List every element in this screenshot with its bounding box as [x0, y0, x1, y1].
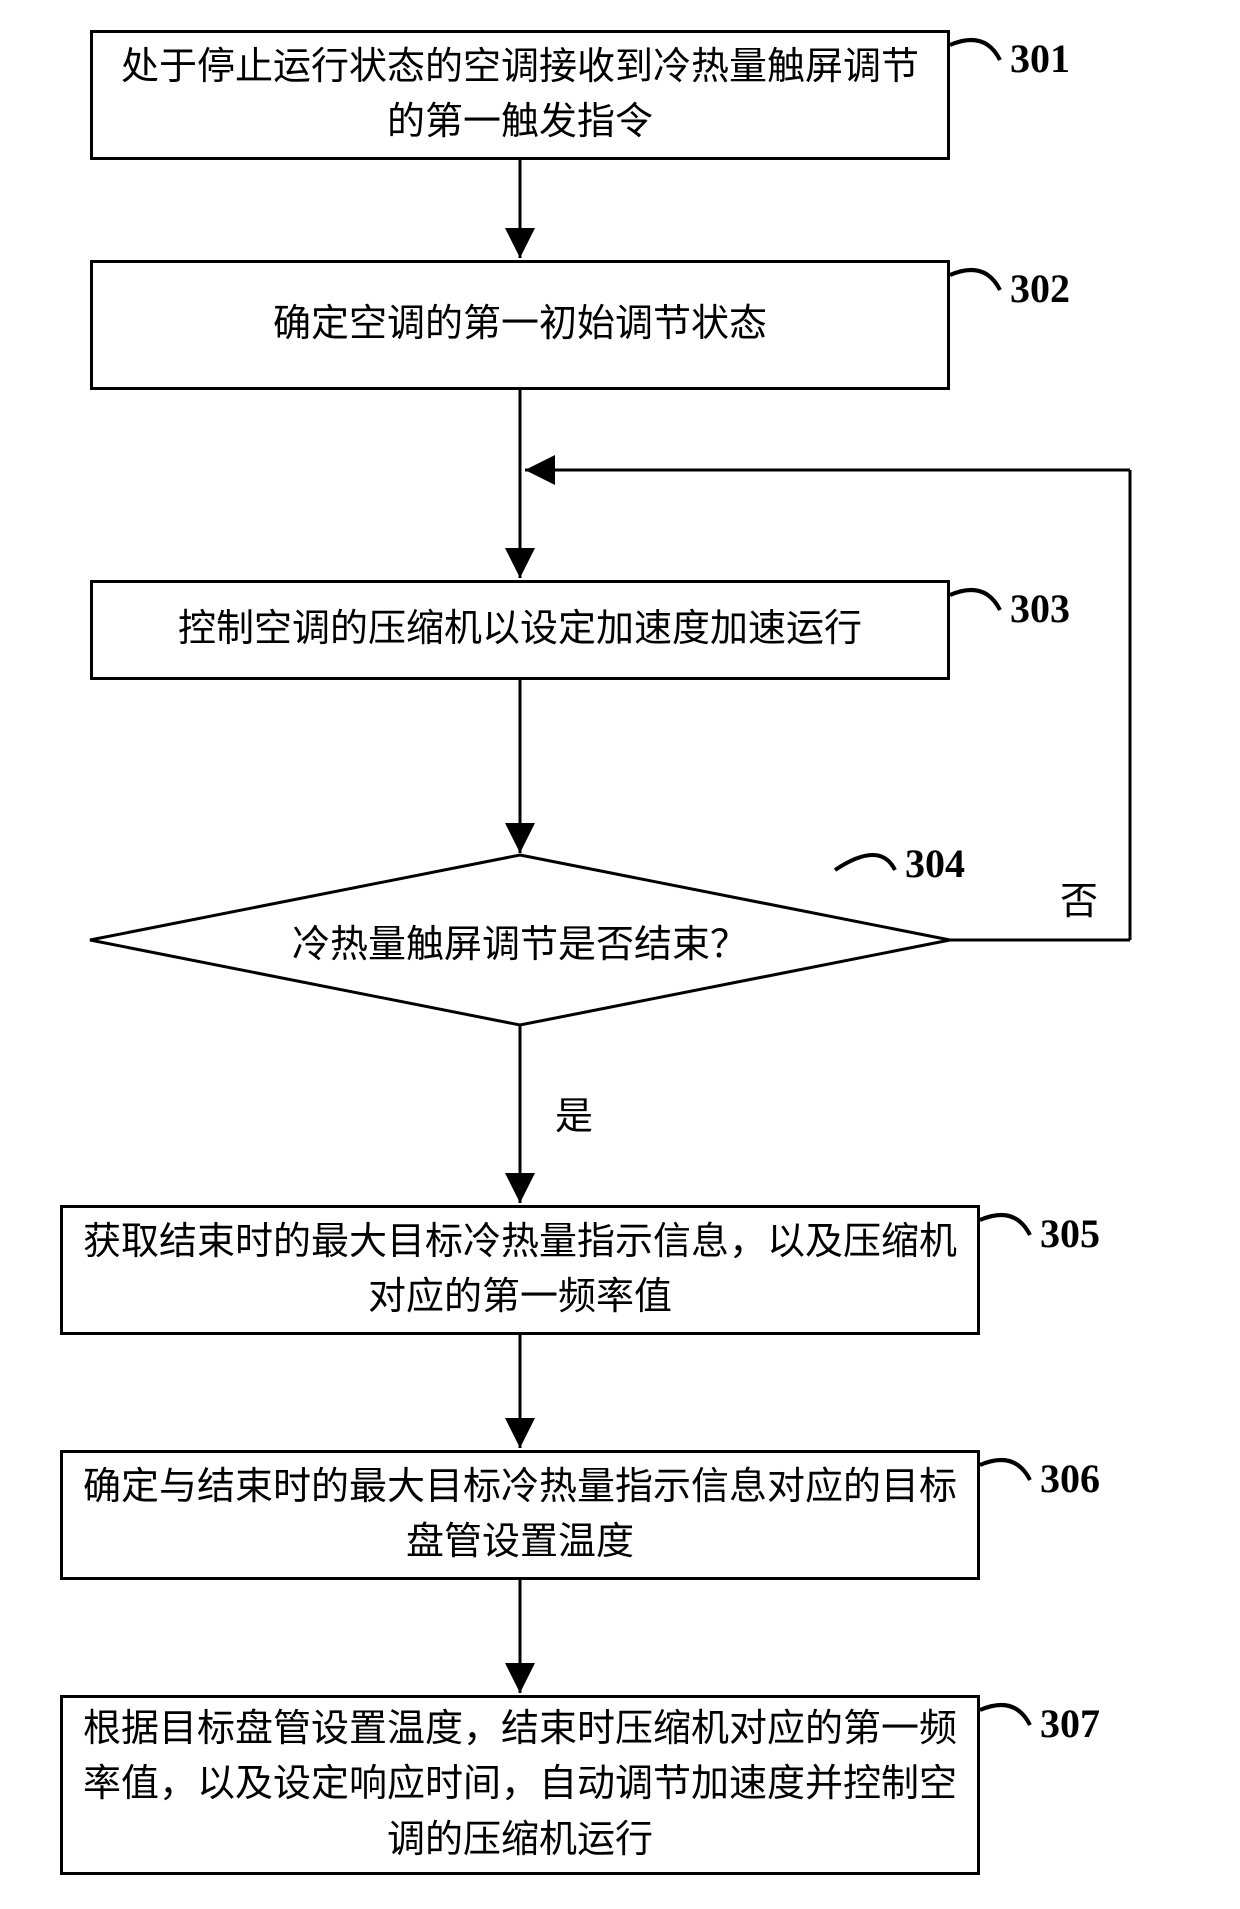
- node-306-text: 确定与结束时的最大目标冷热量指示信息对应的目标盘管设置温度: [83, 1460, 957, 1570]
- edge-label-yes: 是: [555, 1085, 593, 1140]
- node-302: 确定空调的第一初始调节状态: [90, 260, 950, 390]
- node-307-text: 根据目标盘管设置温度，结束时压缩机对应的第一频率值，以及设定响应时间，自动调节加…: [83, 1702, 957, 1867]
- edge-label-no: 否: [1060, 870, 1098, 925]
- label-306: 306: [1040, 1455, 1100, 1502]
- node-307: 根据目标盘管设置温度，结束时压缩机对应的第一频率值，以及设定响应时间，自动调节加…: [60, 1695, 980, 1875]
- flowchart-container: 处于停止运行状态的空调接收到冷热量触屏调节的第一触发指令 301 确定空调的第一…: [0, 0, 1240, 1909]
- node-302-text: 确定空调的第一初始调节状态: [273, 297, 767, 352]
- node-303-text: 控制空调的压缩机以设定加速度加速运行: [178, 602, 862, 657]
- node-305-text: 获取结束时的最大目标冷热量指示信息，以及压缩机对应的第一频率值: [83, 1215, 957, 1325]
- node-305: 获取结束时的最大目标冷热量指示信息，以及压缩机对应的第一频率值: [60, 1205, 980, 1335]
- label-304: 304: [905, 840, 965, 887]
- label-305: 305: [1040, 1210, 1100, 1257]
- node-303: 控制空调的压缩机以设定加速度加速运行: [90, 580, 950, 680]
- label-301: 301: [1010, 35, 1070, 82]
- node-306: 确定与结束时的最大目标冷热量指示信息对应的目标盘管设置温度: [60, 1450, 980, 1580]
- node-304: 冷热量触屏调节是否结束？: [90, 855, 950, 1025]
- node-301: 处于停止运行状态的空调接收到冷热量触屏调节的第一触发指令: [90, 30, 950, 160]
- label-303: 303: [1010, 585, 1070, 632]
- label-302: 302: [1010, 265, 1070, 312]
- node-301-text: 处于停止运行状态的空调接收到冷热量触屏调节的第一触发指令: [113, 40, 927, 150]
- label-307: 307: [1040, 1700, 1100, 1747]
- node-304-text: 冷热量触屏调节是否结束？: [292, 913, 748, 968]
